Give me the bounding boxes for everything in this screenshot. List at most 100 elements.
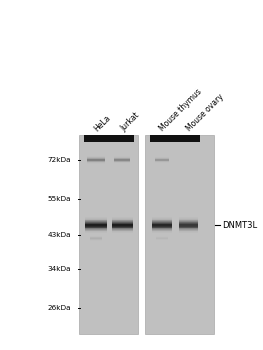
Bar bbox=[85, 220, 107, 221]
Bar bbox=[85, 218, 107, 219]
Bar bbox=[89, 236, 103, 237]
Bar bbox=[179, 223, 198, 224]
Bar bbox=[152, 229, 172, 230]
Bar bbox=[85, 230, 107, 231]
Bar bbox=[85, 231, 107, 232]
Bar bbox=[156, 237, 168, 238]
Bar bbox=[152, 220, 172, 221]
Bar bbox=[156, 239, 168, 240]
Bar bbox=[152, 228, 172, 229]
Bar bbox=[112, 223, 133, 224]
Text: HeLa: HeLa bbox=[92, 113, 112, 133]
Bar bbox=[112, 220, 133, 221]
Bar bbox=[112, 223, 133, 224]
Bar bbox=[112, 229, 133, 230]
Bar bbox=[89, 237, 103, 238]
Bar bbox=[179, 227, 198, 228]
Bar bbox=[179, 226, 198, 227]
Bar bbox=[112, 230, 133, 231]
Bar bbox=[89, 238, 103, 239]
Bar bbox=[84, 135, 134, 142]
Bar bbox=[112, 217, 133, 218]
Bar bbox=[114, 157, 130, 158]
Bar bbox=[87, 159, 105, 160]
Bar bbox=[179, 231, 198, 232]
Bar bbox=[85, 218, 107, 220]
Text: DNMT3L: DNMT3L bbox=[222, 220, 257, 230]
Bar bbox=[152, 221, 172, 222]
Bar bbox=[87, 158, 105, 159]
Bar bbox=[85, 223, 107, 224]
Bar bbox=[85, 226, 107, 227]
Bar bbox=[85, 222, 107, 223]
Bar bbox=[155, 161, 169, 162]
Bar bbox=[152, 223, 172, 224]
Bar bbox=[89, 238, 103, 239]
Bar bbox=[114, 162, 130, 163]
Bar bbox=[179, 232, 198, 233]
Bar bbox=[85, 221, 107, 222]
Bar bbox=[87, 162, 105, 163]
Bar bbox=[156, 239, 168, 240]
Bar bbox=[179, 222, 198, 223]
Bar bbox=[114, 161, 130, 162]
Bar bbox=[85, 225, 107, 226]
Bar bbox=[145, 135, 214, 334]
Bar bbox=[87, 156, 105, 157]
Bar bbox=[87, 161, 105, 162]
Bar bbox=[155, 160, 169, 161]
Bar bbox=[87, 157, 105, 158]
Bar bbox=[112, 226, 133, 227]
Bar bbox=[114, 157, 130, 158]
Bar bbox=[89, 236, 103, 237]
Bar bbox=[85, 219, 107, 220]
Bar bbox=[112, 228, 133, 229]
Text: 43kDa: 43kDa bbox=[48, 232, 71, 238]
Bar bbox=[114, 158, 130, 159]
Bar bbox=[179, 217, 198, 218]
Bar bbox=[152, 222, 172, 223]
Bar bbox=[152, 231, 172, 232]
Bar bbox=[179, 221, 198, 222]
Bar bbox=[155, 159, 169, 160]
Bar bbox=[85, 223, 107, 224]
Bar bbox=[87, 156, 105, 157]
Bar bbox=[156, 237, 168, 238]
Bar bbox=[87, 161, 105, 162]
Bar bbox=[89, 237, 103, 238]
Bar bbox=[85, 217, 107, 218]
Bar bbox=[179, 230, 198, 231]
Bar bbox=[112, 232, 133, 233]
Bar bbox=[179, 229, 198, 230]
Bar bbox=[87, 162, 105, 163]
Bar bbox=[179, 225, 198, 226]
Bar bbox=[114, 160, 130, 161]
Bar bbox=[114, 161, 130, 162]
Bar bbox=[152, 226, 172, 228]
Bar bbox=[179, 218, 198, 220]
Bar bbox=[179, 224, 198, 225]
Bar bbox=[79, 135, 138, 334]
Bar bbox=[156, 238, 168, 239]
Bar bbox=[87, 157, 105, 158]
Bar bbox=[155, 160, 169, 161]
Bar bbox=[114, 158, 130, 159]
Bar bbox=[114, 156, 130, 157]
Bar bbox=[152, 227, 172, 228]
Bar bbox=[179, 218, 198, 219]
Bar bbox=[179, 223, 198, 224]
Bar bbox=[112, 230, 133, 231]
Bar bbox=[179, 220, 198, 221]
Bar bbox=[112, 219, 133, 220]
Text: 26kDa: 26kDa bbox=[48, 305, 71, 311]
Bar bbox=[87, 159, 105, 160]
Bar bbox=[114, 158, 130, 159]
Bar bbox=[152, 217, 172, 218]
Bar bbox=[155, 158, 169, 159]
Bar bbox=[85, 232, 107, 233]
Bar bbox=[89, 240, 103, 241]
Bar bbox=[155, 162, 169, 163]
Bar bbox=[152, 224, 172, 225]
Bar bbox=[152, 219, 172, 220]
Bar bbox=[87, 160, 105, 161]
